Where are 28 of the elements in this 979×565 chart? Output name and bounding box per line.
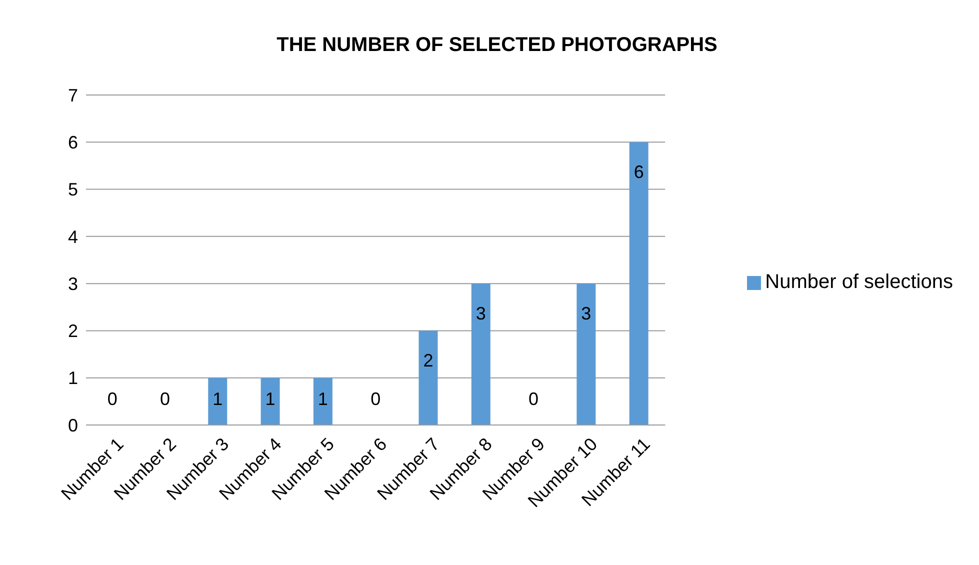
data-label: 0 [107, 389, 118, 409]
bar [418, 330, 438, 425]
y-tick-label: 4 [68, 226, 78, 247]
bar [629, 142, 648, 425]
bar [471, 284, 490, 425]
data-label: 3 [581, 304, 592, 324]
y-tick-label: 6 [68, 132, 78, 153]
data-label: 3 [476, 304, 486, 324]
y-tick-label: 1 [68, 368, 78, 388]
chart-title: THE NUMBER OF SELECTED PHOTOGRAPHS [276, 34, 718, 57]
data-label: 1 [318, 389, 328, 409]
y-tick-label: 5 [68, 180, 78, 200]
data-label: 1 [265, 389, 276, 409]
data-label: 0 [160, 389, 170, 409]
bar [576, 284, 596, 425]
data-label: 6 [634, 162, 644, 182]
bar [260, 378, 280, 425]
data-label: 2 [423, 350, 434, 371]
bar [313, 378, 332, 425]
data-label: 1 [212, 389, 223, 409]
y-tick-label: 3 [68, 274, 78, 294]
y-tick-label: 2 [68, 321, 78, 342]
y-tick-label: 0 [68, 415, 78, 436]
legend-label: Number of selections [765, 271, 953, 293]
y-tick-label: 7 [68, 85, 78, 106]
data-label: 0 [528, 389, 539, 409]
bar [208, 378, 228, 425]
data-label: 0 [370, 389, 381, 409]
